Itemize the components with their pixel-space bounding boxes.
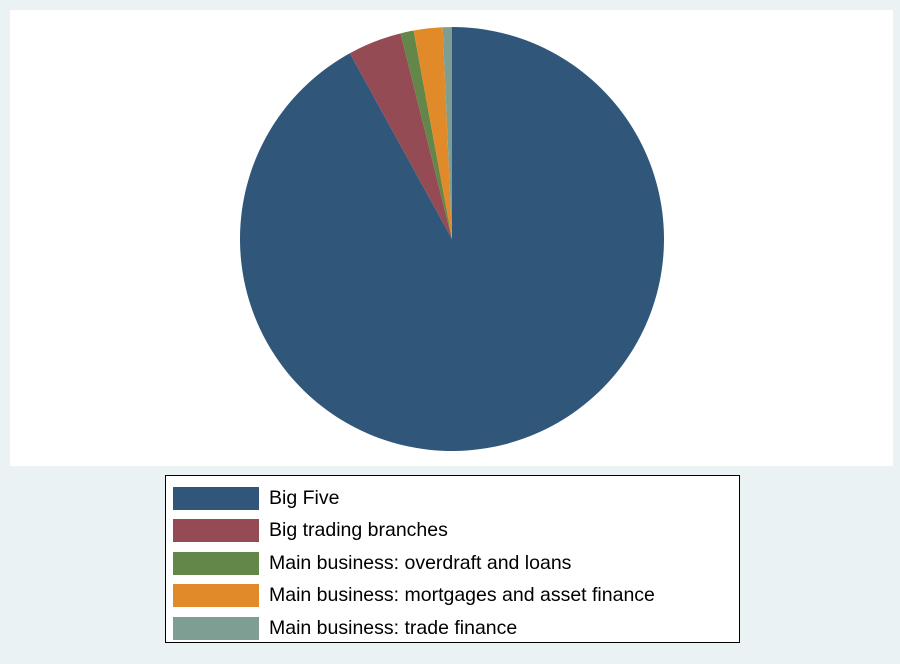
legend-label: Main business: overdraft and loans xyxy=(269,551,572,574)
legend-swatch xyxy=(173,551,259,575)
legend-item: Big Five xyxy=(173,482,739,515)
legend-label: Big trading branches xyxy=(269,519,448,542)
pie-slice-1 xyxy=(349,33,452,239)
legend: Big Five Big trading branches Main busines… xyxy=(165,475,740,643)
plot-region xyxy=(10,10,893,466)
legend-item: Main business: mortgages and asset finan… xyxy=(173,580,739,613)
legend-item: Main business: overdraft and loans xyxy=(173,547,739,580)
pie-slice-2 xyxy=(400,30,452,240)
pie-chart xyxy=(239,27,664,451)
legend-item: Big trading branches xyxy=(173,515,739,548)
legend-swatch xyxy=(173,519,259,543)
legend-swatch xyxy=(173,584,259,608)
legend-swatch xyxy=(173,486,259,510)
legend-swatch xyxy=(173,616,259,640)
pie-slice-3 xyxy=(413,27,452,240)
pie-slice-4 xyxy=(442,27,452,239)
pie-slice-0 xyxy=(239,27,664,451)
legend-label: Main business: trade finance xyxy=(269,616,518,639)
legend-label: Big Five xyxy=(269,486,340,509)
legend-item: Main business: trade finance xyxy=(173,612,739,645)
legend-label: Main business: mortgages and asset finan… xyxy=(269,584,655,607)
